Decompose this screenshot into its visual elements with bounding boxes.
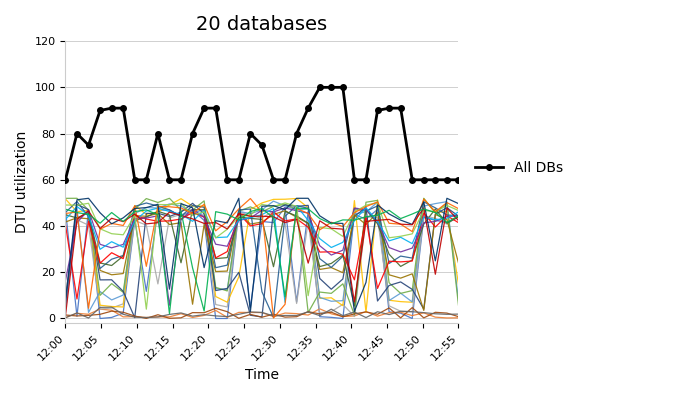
All DBs: [373, 108, 381, 113]
All DBs: [350, 177, 358, 182]
Line: All DBs: All DBs: [63, 85, 461, 183]
All DBs: [281, 177, 289, 182]
All DBs: [119, 106, 127, 110]
All DBs: [223, 177, 231, 182]
All DBs: [96, 108, 104, 113]
Title: 20 databases: 20 databases: [197, 15, 328, 34]
All DBs: [327, 85, 335, 90]
All DBs: [177, 177, 185, 182]
All DBs: [211, 106, 220, 110]
All DBs: [269, 177, 277, 182]
All DBs: [420, 177, 428, 182]
Legend: All DBs: All DBs: [469, 156, 568, 181]
X-axis label: Time: Time: [245, 368, 279, 382]
All DBs: [292, 131, 301, 136]
All DBs: [165, 177, 173, 182]
All DBs: [454, 177, 462, 182]
All DBs: [385, 106, 393, 110]
All DBs: [443, 177, 451, 182]
All DBs: [84, 143, 92, 148]
All DBs: [408, 177, 416, 182]
All DBs: [107, 106, 116, 110]
All DBs: [431, 177, 439, 182]
All DBs: [131, 177, 139, 182]
All DBs: [188, 131, 197, 136]
All DBs: [339, 85, 347, 90]
All DBs: [73, 131, 81, 136]
All DBs: [396, 106, 405, 110]
All DBs: [246, 131, 254, 136]
Y-axis label: DTU utilization: DTU utilization: [15, 131, 29, 233]
All DBs: [142, 177, 150, 182]
All DBs: [235, 177, 243, 182]
All DBs: [316, 85, 324, 90]
All DBs: [362, 177, 370, 182]
All DBs: [61, 177, 69, 182]
All DBs: [258, 143, 266, 148]
All DBs: [304, 106, 312, 110]
All DBs: [154, 131, 162, 136]
All DBs: [200, 106, 208, 110]
